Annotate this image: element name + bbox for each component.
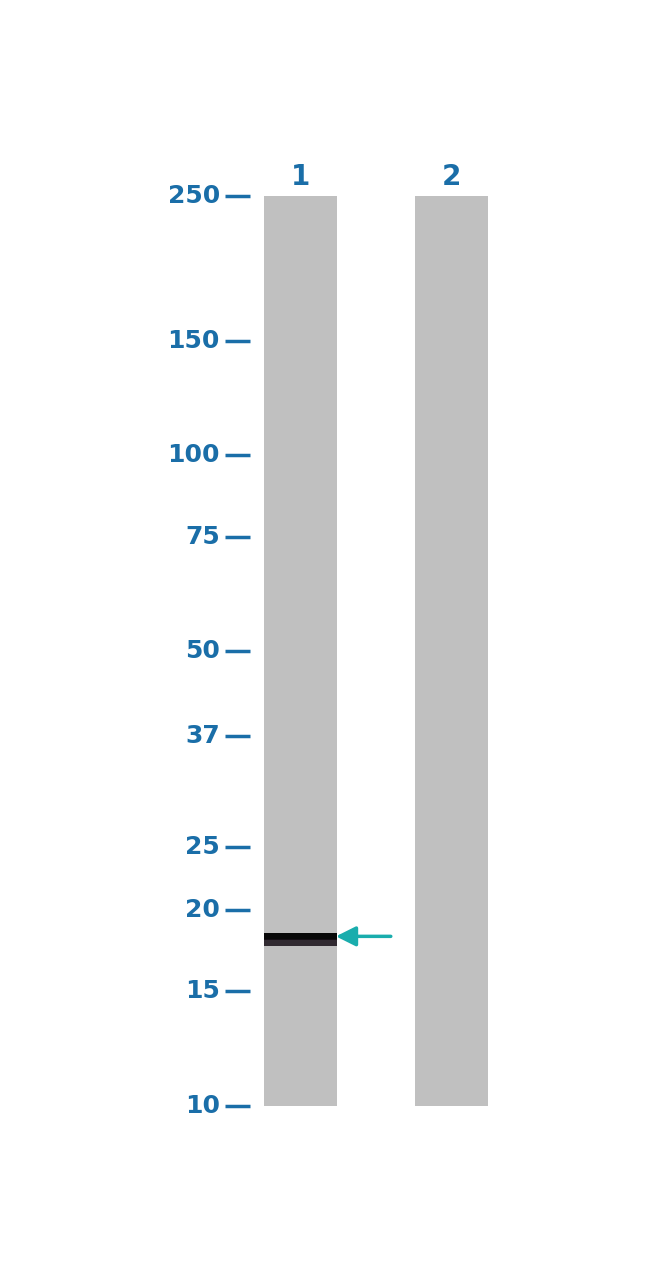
Bar bbox=[264, 932, 337, 940]
Text: 20: 20 bbox=[185, 898, 220, 922]
Text: 150: 150 bbox=[168, 329, 220, 353]
Bar bbox=[415, 197, 488, 1106]
Text: 2: 2 bbox=[442, 163, 462, 190]
Bar bbox=[264, 197, 337, 1106]
Text: 10: 10 bbox=[185, 1093, 220, 1118]
Text: 100: 100 bbox=[167, 443, 220, 467]
Bar bbox=[264, 939, 337, 945]
Text: 37: 37 bbox=[185, 724, 220, 748]
Text: 1: 1 bbox=[291, 163, 310, 190]
Text: 250: 250 bbox=[168, 184, 220, 208]
Text: 25: 25 bbox=[185, 834, 220, 859]
Text: 50: 50 bbox=[185, 639, 220, 663]
Text: 15: 15 bbox=[185, 979, 220, 1003]
Text: 75: 75 bbox=[185, 525, 220, 549]
